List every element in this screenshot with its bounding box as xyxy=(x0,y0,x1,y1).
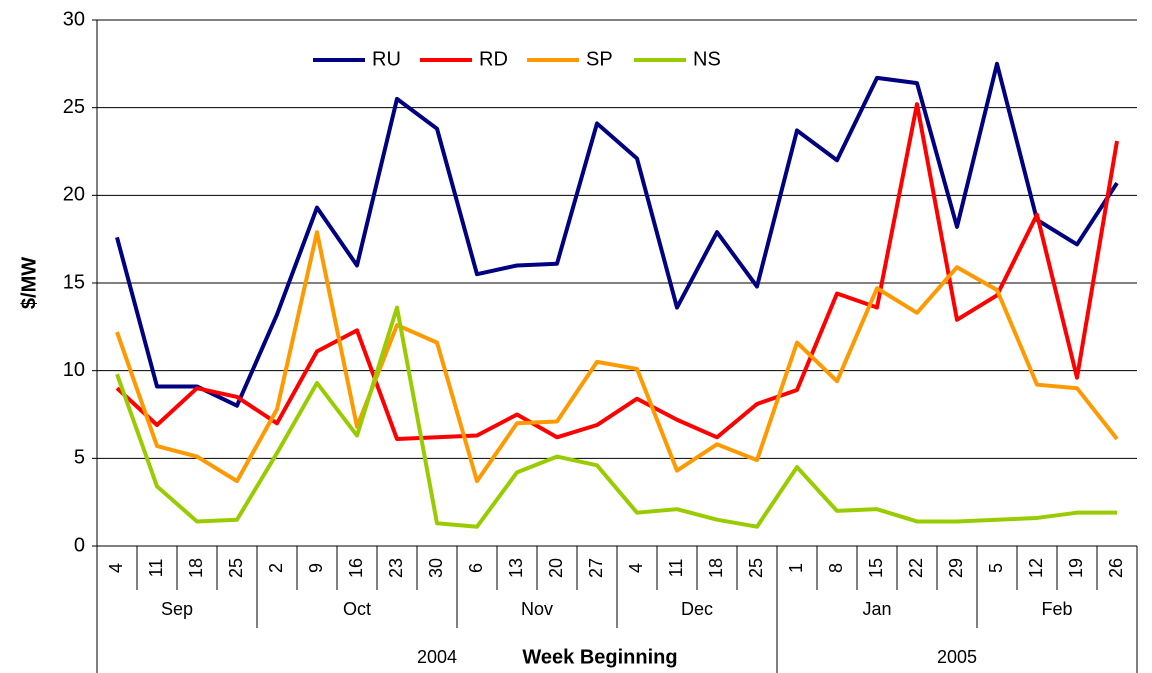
series-line xyxy=(115,305,1117,529)
year-label: 2005 xyxy=(937,647,977,667)
y-tick-label: 0 xyxy=(74,534,85,556)
x-tick-label: 25 xyxy=(226,558,246,578)
series-line xyxy=(115,102,1119,442)
legend-label: RD xyxy=(479,48,508,70)
month-label: Feb xyxy=(1041,599,1072,619)
series-line xyxy=(115,61,1119,408)
x-tick-label: 9 xyxy=(306,563,326,573)
x-tick-label: 23 xyxy=(386,558,406,578)
x-tick-label: 11 xyxy=(666,559,686,578)
x-tick-label: 19 xyxy=(1066,558,1086,578)
series-line xyxy=(115,230,1119,484)
x-tick-label: 27 xyxy=(586,558,606,578)
legend-label: SP xyxy=(586,48,613,70)
legend-label: NS xyxy=(693,48,721,70)
x-tick-label: 30 xyxy=(426,558,446,578)
y-tick-label: 20 xyxy=(63,184,85,206)
legend-label: RU xyxy=(372,48,401,70)
y-tick-label: 30 xyxy=(63,8,85,30)
x-tick-label: 5 xyxy=(986,563,1006,573)
x-tick-label: 4 xyxy=(626,563,646,573)
x-axis-label: Week Beginning xyxy=(522,646,677,668)
x-tick-label: 16 xyxy=(346,558,366,578)
x-tick-label: 8 xyxy=(826,563,846,573)
month-label: Dec xyxy=(681,599,713,619)
month-label: Sep xyxy=(161,599,193,619)
x-tick-label: 11 xyxy=(146,559,166,578)
month-label: Nov xyxy=(521,599,553,619)
x-tick-label: 13 xyxy=(506,558,526,578)
x-tick-label: 6 xyxy=(466,563,486,573)
x-tick-label: 20 xyxy=(546,558,566,578)
x-tick-label: 4 xyxy=(106,563,126,573)
x-tick-label: 18 xyxy=(706,558,726,578)
y-axis-label: $/MW xyxy=(18,257,40,309)
month-label: Oct xyxy=(343,599,371,619)
y-tick-label: 15 xyxy=(63,271,85,293)
year-label: 2004 xyxy=(417,647,457,667)
y-tick-label: 25 xyxy=(63,96,85,118)
x-tick-label: 12 xyxy=(1026,558,1046,578)
x-tick-label: 25 xyxy=(746,558,766,578)
month-label: Jan xyxy=(862,599,891,619)
x-tick-label: 18 xyxy=(186,558,206,578)
x-tick-label: 2 xyxy=(266,563,286,573)
x-tick-label: 26 xyxy=(1106,558,1126,578)
y-tick-label: 5 xyxy=(74,447,85,469)
x-tick-label: 1 xyxy=(786,563,806,573)
x-tick-label: 22 xyxy=(906,558,926,578)
y-tick-label: 10 xyxy=(63,359,85,381)
x-tick-label: 29 xyxy=(946,558,966,578)
x-tick-label: 15 xyxy=(866,558,886,578)
